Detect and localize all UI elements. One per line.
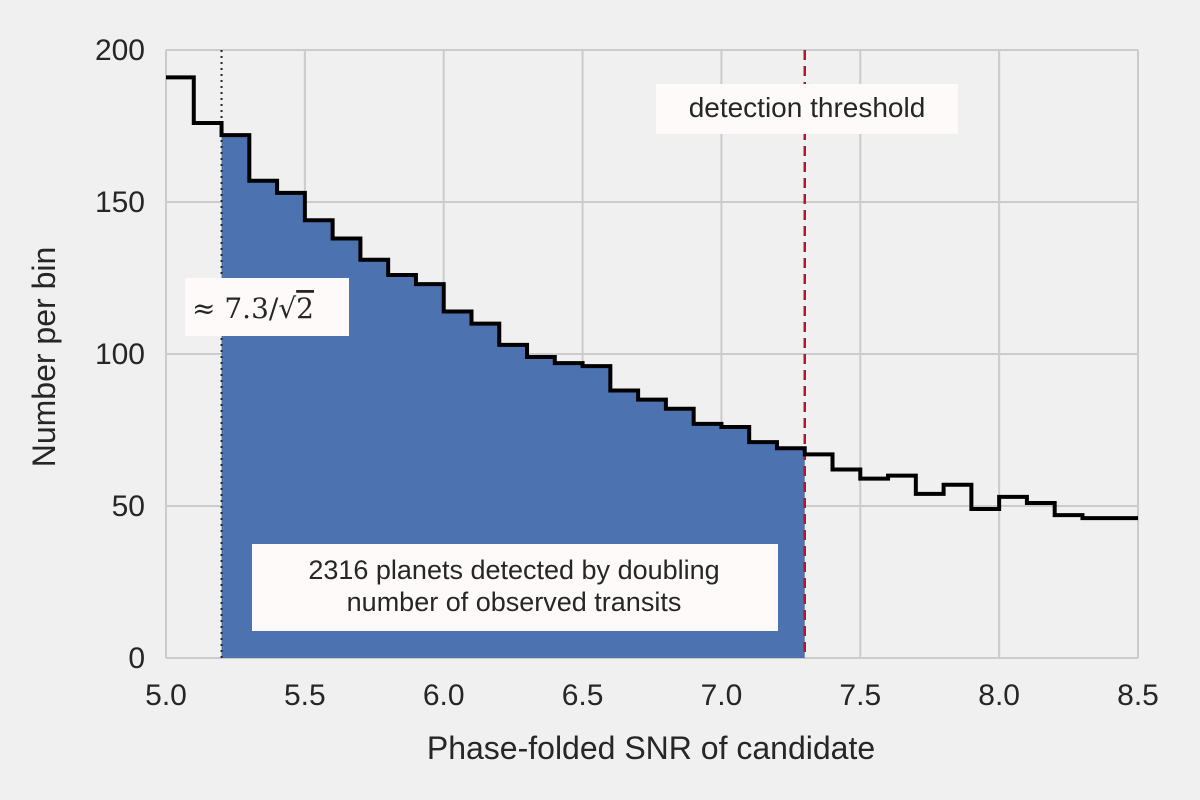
x-tick-label: 6.5 (562, 679, 604, 712)
detected-label-line2: number of observed transits (347, 587, 682, 617)
threshold-annotation: detection threshold (656, 84, 958, 134)
y-tick-label: 50 (112, 490, 145, 523)
x-tick-label: 8.0 (978, 679, 1020, 712)
histogram-step-line (166, 75, 1138, 521)
x-tick-label: 5.0 (145, 679, 187, 712)
detected-annotation: 2316 planets detected by doubling number… (252, 544, 778, 631)
x-tick-label: 8.5 (1117, 679, 1159, 712)
x-tick-label: 6.0 (423, 679, 465, 712)
y-tick-label: 200 (95, 34, 145, 67)
detected-region-fill (221, 135, 805, 658)
sqrt-sign: √ (278, 292, 296, 325)
y-axis-title: Number per bin (26, 247, 62, 468)
y-tick-labels: 0 50 100 150 200 (95, 34, 145, 675)
y-tick-label: 150 (95, 186, 145, 219)
x-axis-title: Phase-folded SNR of candidate (427, 730, 875, 766)
lower-limit-annotation: ≈ 7.3/√2 (185, 278, 349, 336)
threshold-label: detection threshold (689, 92, 926, 123)
y-tick-label: 100 (95, 338, 145, 371)
sqrt-radicand: 2 (296, 292, 314, 325)
detected-label-box (252, 544, 778, 631)
x-tick-label: 5.5 (284, 679, 326, 712)
detected-label-line1: 2316 planets detected by doubling (308, 555, 719, 585)
x-tick-label: 7.0 (701, 679, 743, 712)
x-tick-label: 7.5 (839, 679, 881, 712)
x-tick-labels: 5.0 5.5 6.0 6.5 7.0 7.5 8.0 8.5 (145, 679, 1159, 712)
y-tick-label: 0 (128, 642, 145, 675)
threshold-label-box (656, 84, 958, 134)
lower-limit-label-box (185, 278, 349, 336)
lower-limit-label: ≈ 7.3/√2 (192, 292, 314, 325)
